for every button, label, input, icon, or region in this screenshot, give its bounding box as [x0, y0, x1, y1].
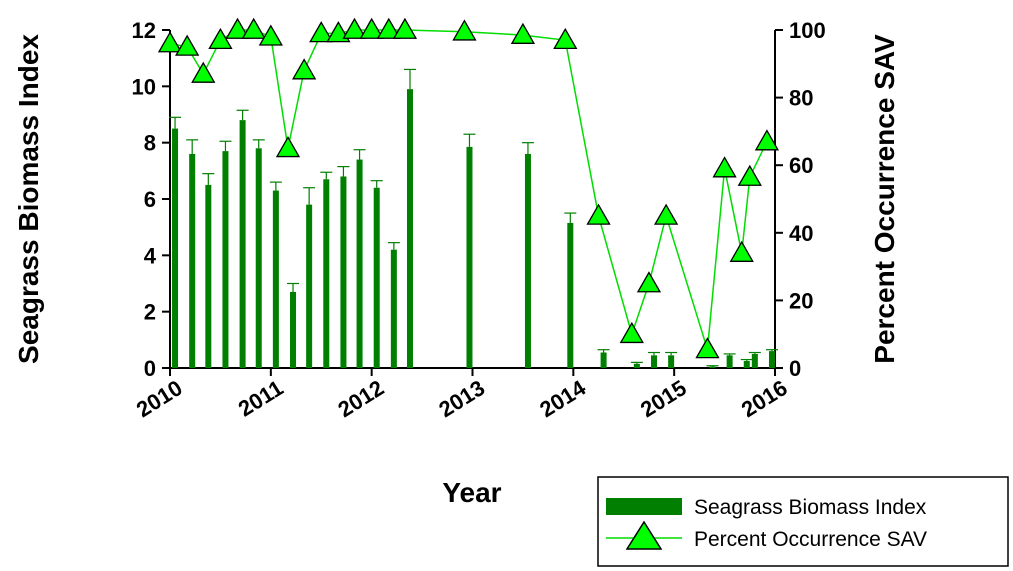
biomass-bar	[373, 187, 380, 368]
biomass-bar	[340, 176, 347, 368]
sav-marker	[392, 17, 418, 39]
biomass-bar	[323, 179, 330, 368]
sav-marker	[258, 24, 283, 46]
legend-label-biomass: Seagrass Biomass Index	[694, 496, 927, 519]
sav-marker	[619, 321, 644, 344]
y-left-tick-label: 8	[144, 131, 156, 156]
sav-marker	[275, 135, 301, 158]
biomass-bar	[172, 128, 179, 368]
sav-marker	[359, 17, 384, 39]
biomass-bar	[272, 190, 279, 368]
sav-markers	[157, 17, 780, 359]
sav-marker	[510, 22, 536, 44]
y-left-tick-label: 4	[144, 243, 157, 268]
sav-marker	[376, 17, 401, 39]
sav-marker	[175, 34, 200, 56]
biomass-bar	[651, 355, 657, 368]
sav-marker	[737, 164, 762, 186]
y-axis-left-title: Seagrass Biomass Index	[13, 34, 44, 364]
biomass-bar	[466, 146, 473, 368]
y-left-tick-label: 2	[144, 300, 156, 325]
biomass-bar	[255, 148, 262, 368]
biomass-bars	[172, 89, 775, 369]
x-tick-label: 2011	[234, 375, 288, 421]
biomass-bar	[726, 355, 733, 368]
y-axis-right-title: Percent Occurrence SAV	[869, 34, 900, 364]
y-right-tick-label: 20	[789, 288, 813, 313]
x-tick-label: 2014	[535, 375, 590, 423]
y-right-tick-label: 100	[789, 18, 826, 43]
biomass-bar	[751, 353, 758, 368]
x-tick-label: 2010	[132, 375, 187, 422]
biomass-bar	[406, 89, 413, 369]
x-tick-label: 2016	[737, 375, 792, 422]
sav-marker	[342, 17, 367, 39]
biomass-bar	[290, 291, 297, 368]
sav-marker	[157, 31, 183, 53]
legend: Seagrass Biomass Index Percent Occurrenc…	[597, 476, 1009, 567]
y-left-ticks: 0 2 4 6 8 10 12	[132, 18, 170, 381]
sav-marker	[452, 19, 477, 41]
biomass-bar	[633, 363, 640, 368]
y-right-tick-label: 80	[789, 86, 813, 111]
x-tick-label: 2013	[434, 375, 489, 422]
biomass-bar	[189, 153, 196, 368]
biomass-bar	[390, 249, 397, 368]
biomass-bar	[356, 159, 363, 368]
sav-marker	[291, 58, 317, 80]
sav-marker	[754, 129, 780, 151]
x-tick-label: 2015	[636, 375, 691, 422]
sav-marker	[191, 61, 216, 83]
y-right-ticks: 0 20 40 60 80 100	[775, 18, 826, 381]
sav-marker	[653, 203, 679, 225]
y-right-tick-label: 60	[789, 153, 813, 178]
sav-marker	[712, 156, 737, 178]
x-ticks: 2010 2011 2012 2013 2014 2015 2016	[132, 368, 792, 422]
biomass-bar	[306, 204, 313, 368]
legend-bar-swatch	[606, 498, 682, 515]
sav-marker	[309, 21, 334, 43]
sav-marker	[241, 17, 266, 39]
y-left-tick-label: 6	[144, 187, 156, 212]
y-right-tick-label: 40	[789, 221, 813, 246]
y-left-tick-label: 10	[132, 74, 156, 99]
y-right-tick-label: 0	[789, 356, 801, 381]
biomass-bar	[239, 120, 246, 368]
biomass-error-bars	[169, 68, 778, 367]
legend-label-sav: Percent Occurrence SAV	[694, 528, 927, 551]
sav-marker	[729, 240, 754, 262]
biomass-bar	[222, 151, 229, 368]
biomass-bar	[205, 184, 212, 368]
sav-marker	[586, 203, 611, 225]
x-axis-title: Year	[442, 477, 501, 508]
x-tick-label: 2012	[334, 375, 389, 422]
biomass-bar	[668, 355, 675, 368]
legend-frame	[597, 476, 1009, 567]
y-left-tick-label: 12	[132, 18, 156, 43]
biomass-bar	[768, 351, 775, 368]
biomass-bar	[567, 222, 574, 368]
sav-marker	[553, 27, 578, 50]
sav-marker	[636, 271, 662, 293]
biomass-bar	[743, 360, 750, 368]
sav-marker	[225, 17, 250, 39]
biomass-bar	[709, 366, 716, 368]
biomass-bar	[524, 153, 531, 368]
sav-marker	[695, 337, 720, 359]
biomass-bar	[600, 352, 607, 368]
y-left-tick-label: 0	[144, 356, 156, 381]
legend-marker-swatch	[625, 520, 663, 550]
